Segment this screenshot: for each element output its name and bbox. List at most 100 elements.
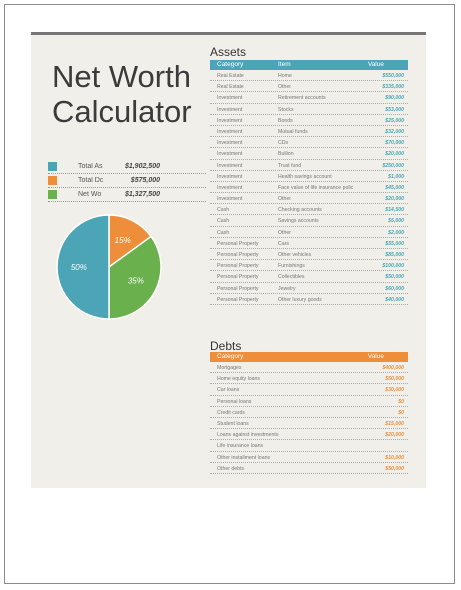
asset-value: $85,000	[385, 252, 404, 258]
asset-category: Cash	[217, 207, 230, 214]
summary-value: $1,902,500	[124, 163, 160, 170]
asset-item: Other luxury goods	[278, 296, 322, 303]
legend-swatch-assets	[48, 162, 57, 171]
debt-category: Other installment loans	[217, 454, 271, 461]
summary-row-net-worth: Net Wo $1,327,500	[48, 188, 206, 202]
debt-value: $20,000	[385, 432, 404, 439]
table-row: Cash Checking accounts $14,500	[210, 204, 408, 216]
asset-item: Other	[278, 229, 291, 236]
asset-item: Jewelry	[278, 285, 296, 292]
debt-category: Personal loans	[217, 398, 252, 405]
asset-item: Checking accounts	[278, 207, 322, 214]
asset-value: $20,000	[385, 151, 404, 158]
asset-category: Cash	[217, 218, 230, 225]
summary-value: $1,327,500	[124, 191, 160, 198]
debts-table-body: Mortgages $400,000 Home equity loans $50,00…	[210, 362, 408, 474]
asset-value: $90,000	[385, 95, 404, 102]
pie-slice-15pct	[108, 214, 153, 269]
asset-category: Personal Property	[217, 240, 259, 247]
page-title-line-1: Net Worth	[52, 59, 191, 94]
table-row: Investment Bonds $25,000	[210, 115, 408, 126]
asset-category: Investment	[217, 162, 243, 169]
asset-category: Real Estate	[217, 73, 244, 79]
table-row: Mortgages $400,000	[210, 362, 408, 374]
debt-category: Car loans	[217, 387, 240, 394]
table-row: Credit cards $0	[210, 407, 408, 418]
legend-swatch-debts	[48, 176, 57, 185]
table-row: Home equity loans $50,000	[210, 373, 408, 385]
asset-item: Mutual funds	[278, 128, 308, 135]
asset-category: Investment	[217, 95, 243, 102]
summary-label: Total As	[78, 163, 103, 170]
asset-category: Personal Property	[217, 263, 259, 270]
legend-swatch-net-worth	[48, 190, 57, 199]
table-row: Investment Health savings account $1,000	[210, 171, 408, 182]
asset-item: Other vehicles	[278, 252, 312, 258]
debt-value: $50,000	[385, 465, 404, 472]
asset-item: Face value of life insurance polic	[278, 184, 354, 191]
assets-title: Assets	[210, 45, 247, 59]
table-row: Personal Property Cars $55,000	[210, 238, 408, 249]
asset-category: Personal Property	[217, 285, 259, 292]
assets-header-category: Category	[217, 61, 244, 68]
table-row: Other debts $50,000	[210, 463, 408, 474]
asset-value: $100,000	[382, 263, 404, 270]
table-row: Investment Other $20,000	[210, 193, 408, 205]
asset-value: $250,000	[382, 162, 404, 169]
asset-item: Cars	[278, 240, 289, 247]
asset-value: $60,000	[385, 285, 404, 292]
debt-value: $50,000	[385, 376, 404, 383]
debt-category: Credit cards	[217, 409, 245, 416]
asset-value: $25,000	[385, 117, 404, 124]
asset-item: Trust fund	[278, 162, 302, 169]
debt-category: Home equity loans	[217, 376, 260, 383]
asset-value: $32,000	[385, 128, 404, 135]
asset-category: Cash	[217, 229, 230, 236]
debt-value: $30,000	[385, 387, 404, 394]
asset-category: Investment	[217, 140, 243, 147]
table-row: Other installment loans $10,000	[210, 452, 408, 463]
debt-category: Life insurance loans	[217, 443, 264, 450]
debt-value: $0	[398, 398, 404, 405]
debt-category: Other debts	[217, 465, 245, 472]
asset-value: $40,000	[385, 296, 404, 303]
debts-header-category: Category	[217, 353, 244, 360]
assets-table: Category Item Value Real Estate Home $550,…	[210, 60, 408, 305]
asset-category: Personal Property	[217, 252, 259, 258]
asset-category: Investment	[217, 196, 243, 203]
debts-table-header: Category Value	[210, 352, 408, 362]
table-row: Personal Property Jewelry $60,000	[210, 283, 408, 294]
asset-value: $70,000	[385, 140, 404, 147]
asset-value: $335,000	[382, 84, 404, 91]
asset-value: $5,000	[388, 218, 404, 225]
debts-table: Category Value Mortgages $400,000 Home equ…	[210, 352, 408, 474]
asset-category: Investment	[217, 106, 243, 113]
asset-category: Investment	[217, 151, 243, 158]
asset-value: $53,000	[385, 106, 404, 113]
table-row: Personal Property Other luxury goods $40,0…	[210, 294, 408, 305]
table-row: Investment Mutual funds $32,000	[210, 126, 408, 138]
table-row: Investment Face value of life insurance p…	[210, 182, 408, 194]
asset-item: Bullion	[278, 151, 294, 158]
table-row: Cash Other $2,000	[210, 227, 408, 238]
table-row: Personal loans $0	[210, 396, 408, 407]
assets-header-value: Value	[367, 61, 384, 68]
pie-slice-label: 15%	[115, 236, 131, 245]
pie-slice-label: 50%	[71, 263, 87, 272]
debts-header-value: Value	[367, 353, 384, 360]
table-row: Loans against investments $20,000	[210, 429, 408, 441]
net-worth-pie-chart: 15% 35% 50%	[56, 214, 162, 320]
asset-item: Other	[278, 84, 291, 91]
summary-label: Total Dc	[78, 177, 104, 184]
debt-category: Loans against investments	[217, 432, 279, 439]
asset-item: Savings accounts	[278, 218, 319, 225]
debts-title: Debts	[210, 339, 242, 353]
pie-slice-35pct	[108, 235, 162, 320]
asset-category: Personal Property	[217, 296, 259, 303]
summary-label: Net Wo	[78, 191, 102, 198]
table-row: Personal Property Other vehicles $85,000	[210, 249, 408, 261]
asset-value: $55,000	[385, 240, 404, 247]
asset-item: Other	[278, 196, 291, 203]
pie-slice-50pct	[56, 214, 110, 320]
asset-value: $45,000	[385, 184, 404, 191]
